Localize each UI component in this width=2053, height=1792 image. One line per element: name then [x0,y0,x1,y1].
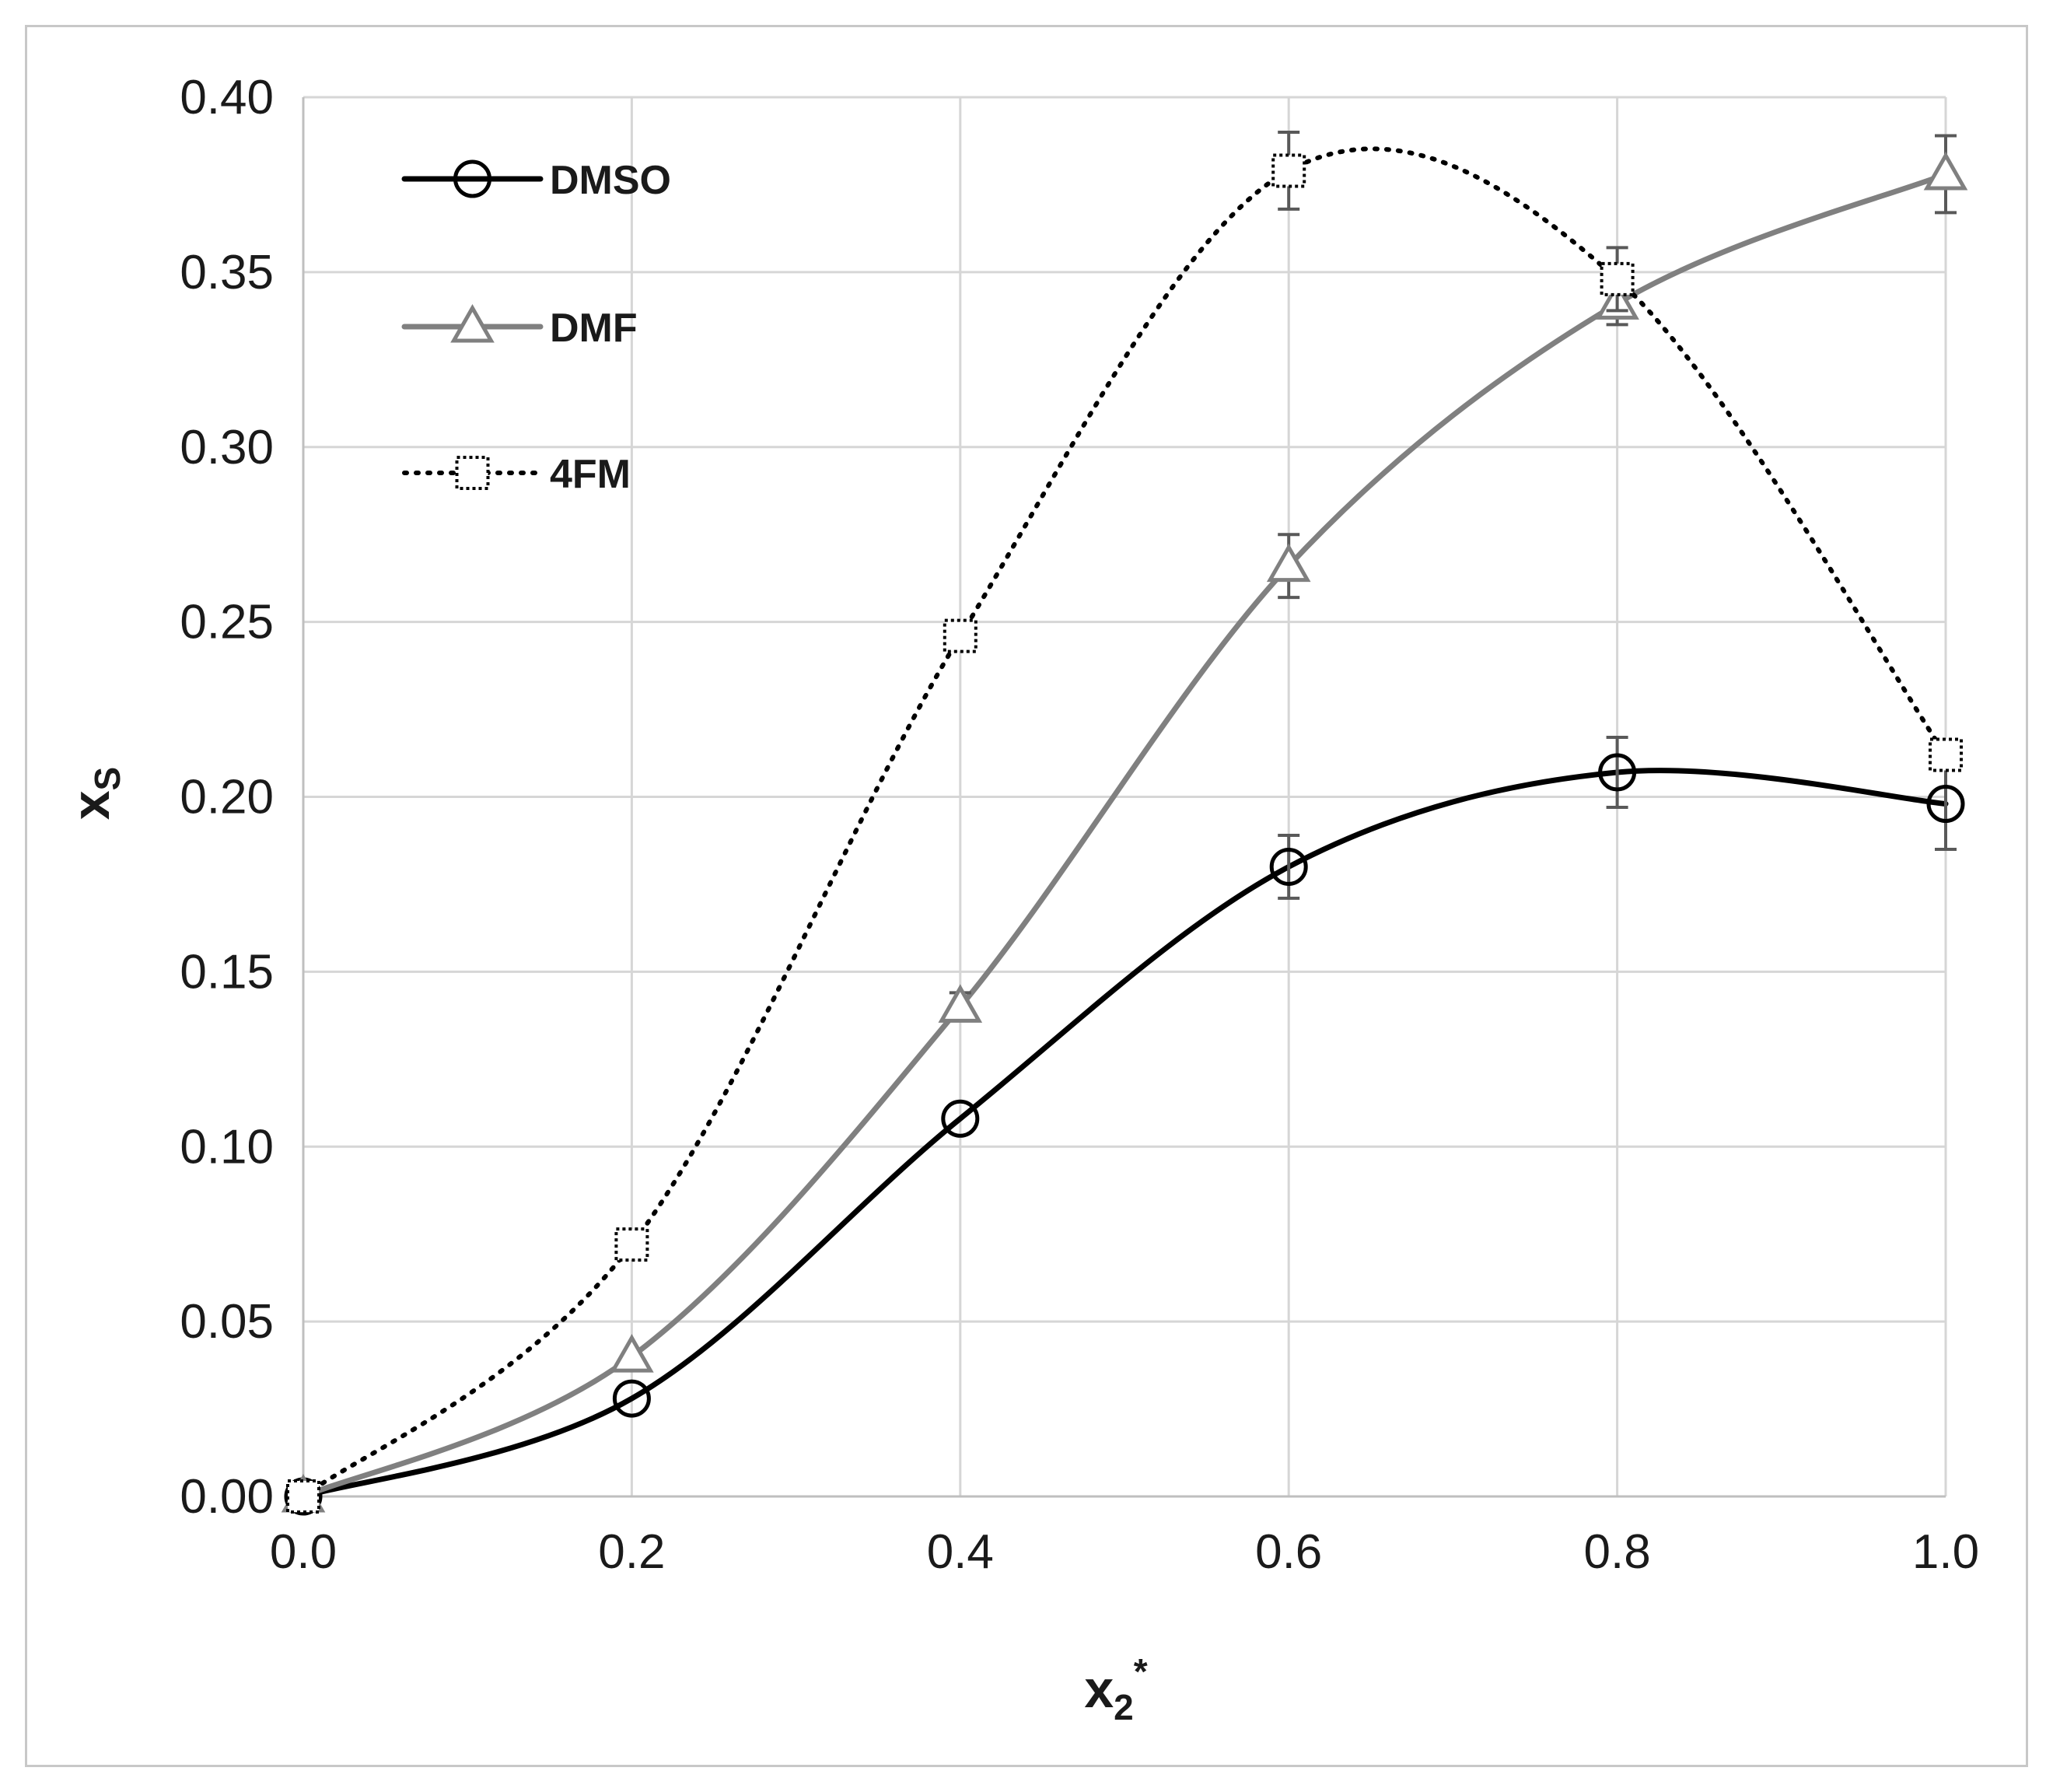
y-tick-label: 0.35 [180,246,274,299]
x-tick-label: 1.0 [1912,1525,1979,1579]
series-layer [281,130,1968,1516]
data-point-dmso [1598,753,1637,792]
data-point-dmso [1269,847,1308,886]
legend-marker [455,456,490,490]
data-point-dmf [610,1334,654,1373]
y-tick-label: 0.00 [180,1470,274,1524]
data-point-4fm [614,1227,649,1262]
data-point-dmf [1266,543,1311,583]
y-tick-label: 0.20 [180,771,274,824]
y-tick-label: 0.25 [180,596,274,649]
series-line-4fm [301,146,1948,1499]
data-point-dmso [1926,784,1965,823]
legend-item-dmf: DMF [401,303,638,351]
x-tick-label: 0.8 [1583,1525,1650,1579]
axis-layer: 0.00 0.05 0.10 0.15 0.20 0.25 0.30 0.35 0.40 0.0 0… [180,71,1979,1579]
x-tick-label: 0.0 [270,1525,337,1579]
x-tick-label: 0.6 [1255,1525,1322,1579]
series-4fm [286,130,1963,1514]
x-axis-title: x2* [1084,1651,1147,1727]
legend: DMSO DMF 4FM [401,158,671,497]
legend-marker [450,303,495,343]
data-point-4fm [1929,737,1963,772]
data-point-4fm [1600,261,1635,296]
y-axis-title: xS [61,767,128,821]
legend-item-dmso: DMSO [401,158,671,203]
x-tick-label: 0.2 [598,1525,665,1579]
data-point-dmso [612,1379,651,1418]
legend-label: DMF [550,306,638,351]
data-point-4fm [286,1479,320,1514]
legend-label: DMSO [550,158,671,203]
data-point-4fm [1271,153,1306,188]
x-tick-label: 0.4 [927,1525,994,1579]
data-point-dmf [938,984,983,1023]
legend-marker [453,159,491,198]
y-tick-label: 0.40 [180,71,274,124]
legend-label: 4FM [550,452,631,497]
y-tick-label: 0.05 [180,1295,274,1349]
y-tick-label: 0.30 [180,421,274,474]
y-tick-label: 0.15 [180,945,274,999]
series-line-dmf [300,171,1949,1500]
y-tick-label: 0.10 [180,1120,274,1174]
data-point-dmso [941,1099,980,1138]
legend-item-4fm: 4FM [402,452,631,497]
data-point-4fm [943,618,978,653]
data-point-dmf [1923,151,1968,191]
series-dmso [284,736,1965,1516]
series-dmf [281,134,1968,1513]
series-line-dmso [300,768,1949,1500]
